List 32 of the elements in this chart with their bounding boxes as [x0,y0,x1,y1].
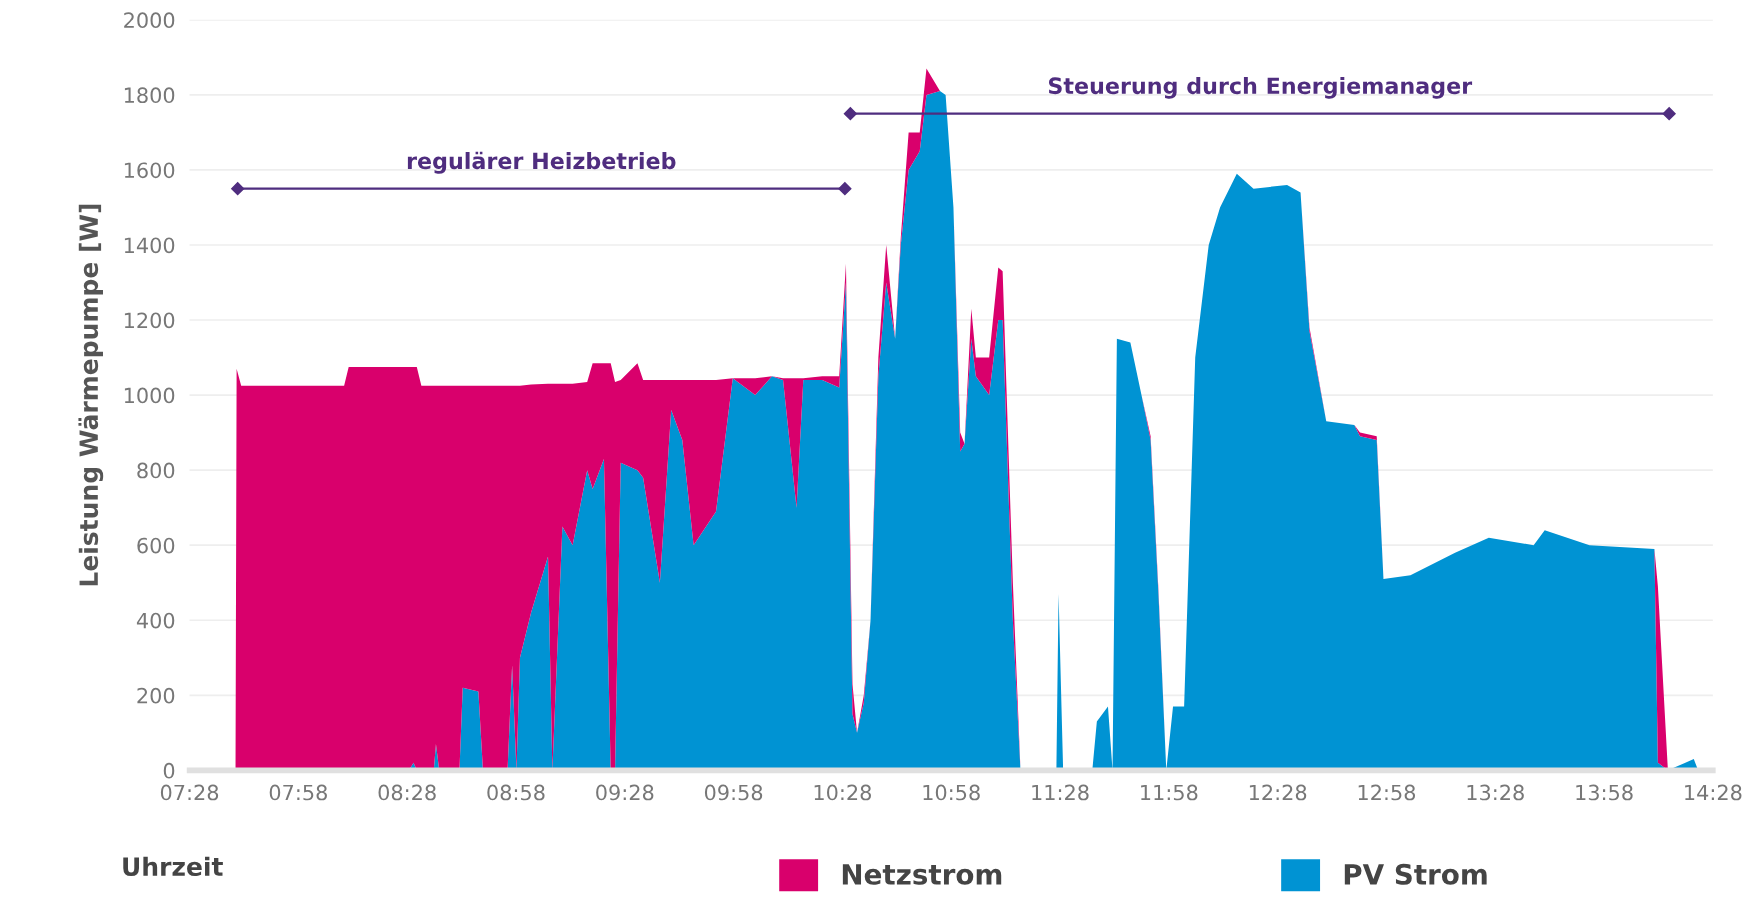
x-tick-label: 09:28 [596,784,654,801]
x-tick-label: 14:28 [1685,784,1742,801]
y-tick-label: 800 [137,462,175,479]
annotation: Steuerung durch Energiemanager [1048,76,1473,99]
x-tick-label: 12:28 [1249,784,1307,801]
annotation: regulärer Heizbetrieb [407,151,676,174]
x-tick-label: 08:58 [487,784,545,801]
y-tick-label: 0 [163,762,175,779]
y-tick-label: 1600 [124,162,175,179]
y-tick-label: 1800 [124,87,175,104]
legend-label: PV Strom [1344,863,1487,885]
x-tick-label: 11:28 [1032,784,1089,801]
x-tick-label: 11:58 [1141,784,1198,801]
y-tick-label: 200 [137,687,175,704]
x-tick-label: 07:28 [160,784,219,801]
y-axis-title: Leistung Wärmepumpe [W] [78,204,104,586]
x-tick-label: 10:58 [923,784,980,801]
x-tick-label: 09:58 [704,784,763,801]
x-axis-title: Uhrzeit [123,856,223,877]
y-tick-label: 1200 [124,312,175,329]
y-tick-label: 400 [136,612,175,629]
x-tick-label: 13:28 [1467,784,1524,801]
y-tick-label: 1400 [124,237,175,254]
x-tick-label: 13:58 [1576,784,1633,801]
x-tick-label: 08:28 [378,784,436,801]
x-tick-label: 12:58 [1358,784,1416,801]
y-tick-label: 600 [137,537,175,554]
x-tick-label: 07:58 [269,784,327,801]
y-tick-label: 2000 [124,12,175,29]
legend-label: Netzstrom [842,864,1002,885]
y-tick-label: 1000 [124,387,175,404]
x-tick-label: 10:28 [814,784,871,801]
